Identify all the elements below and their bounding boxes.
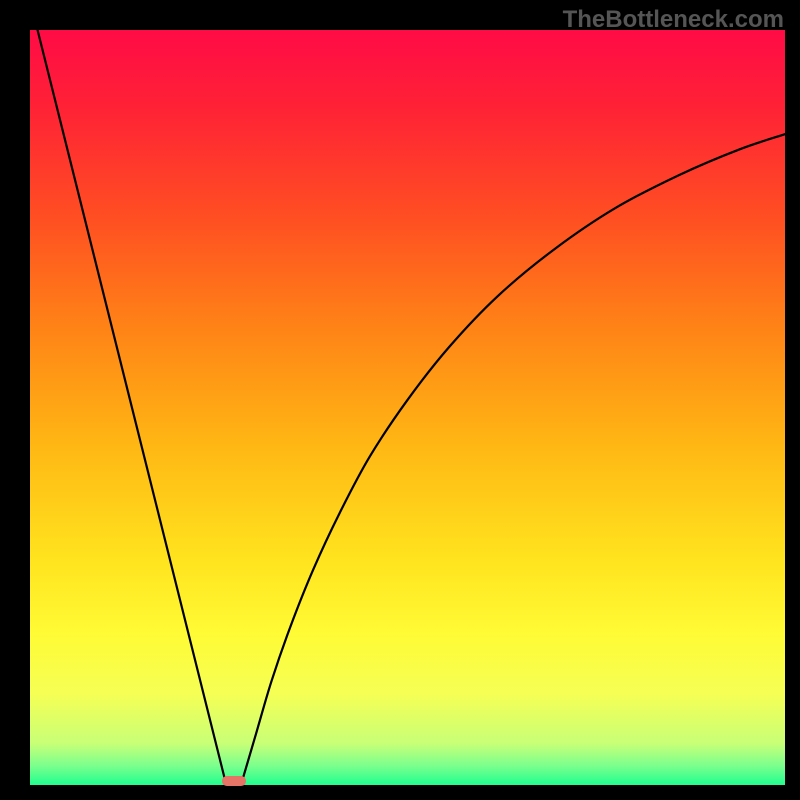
- watermark-text: TheBottleneck.com: [563, 6, 784, 34]
- bottleneck-curve: [30, 30, 785, 785]
- chart-container: TheBottleneck.com: [0, 0, 800, 800]
- plot-area: [30, 30, 785, 785]
- minimum-marker: [222, 776, 246, 786]
